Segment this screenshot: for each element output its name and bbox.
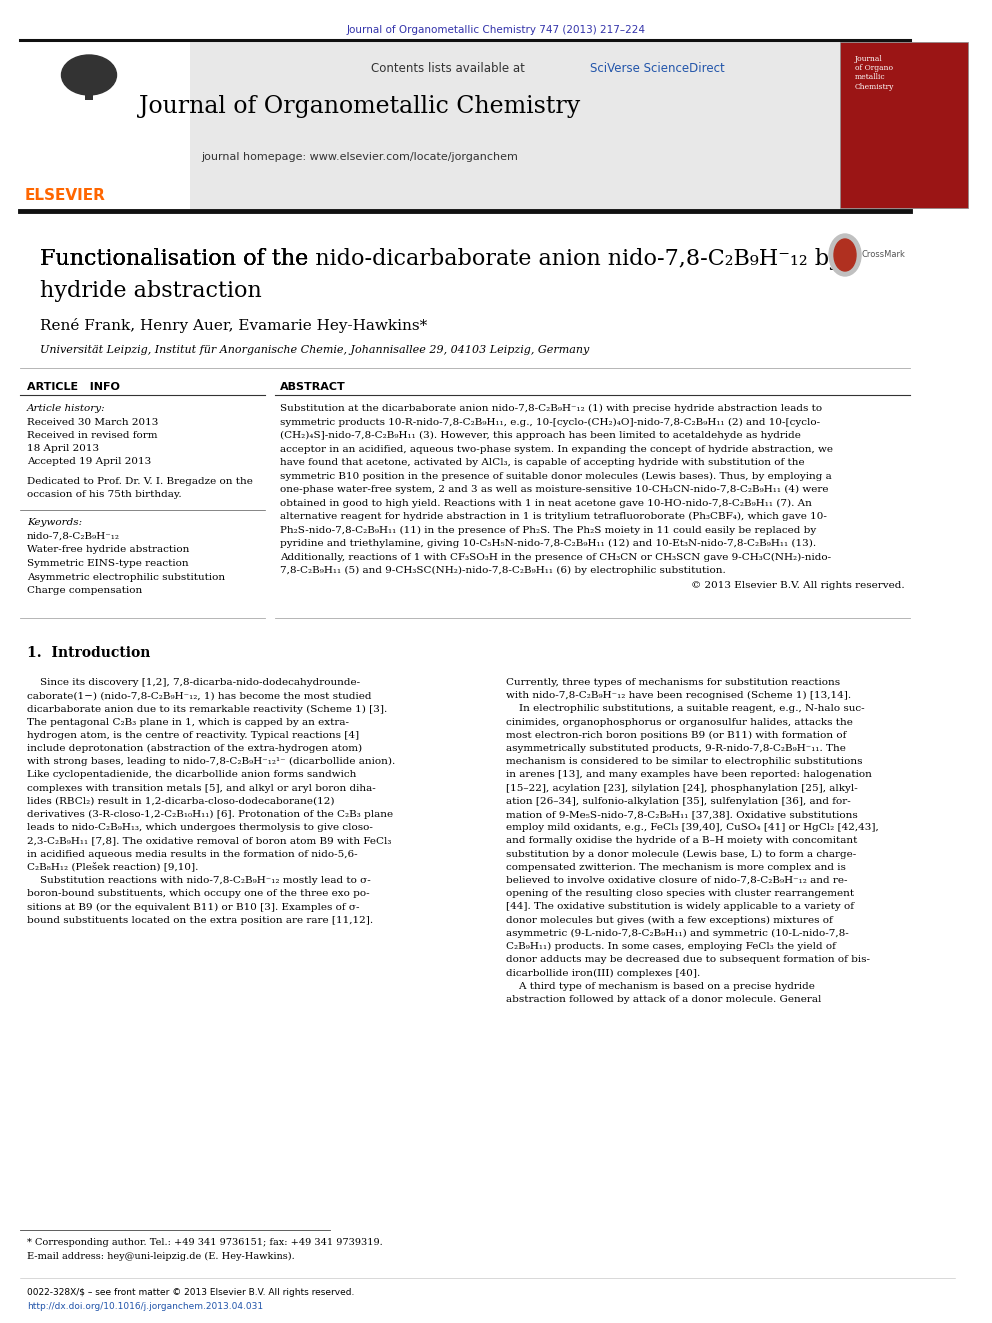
Text: in acidified aqueous media results in the formation of nido-5,6-: in acidified aqueous media results in th… [27,849,358,859]
Text: obtained in good to high yield. Reactions with 1 in neat acetone gave 10-HO-nido: obtained in good to high yield. Reaction… [280,499,811,508]
Text: Keywords:: Keywords: [27,519,82,527]
Ellipse shape [62,56,116,95]
Text: acceptor in an acidified, aqueous two-phase system. In expanding the concept of : acceptor in an acidified, aqueous two-ph… [280,445,833,454]
Text: abstraction followed by attack of a donor molecule. General: abstraction followed by attack of a dono… [506,995,821,1004]
Ellipse shape [829,234,861,277]
Text: asymmetric (9-L-nido-7,8-C₂B₉H₁₁) and symmetric (10-L-nido-7,8-: asymmetric (9-L-nido-7,8-C₂B₉H₁₁) and sy… [506,929,849,938]
Text: (CH₂)₄S]-nido-7,8-C₂B₉H₁₁ (3). However, this approach has been limited to acetal: (CH₂)₄S]-nido-7,8-C₂B₉H₁₁ (3). However, … [280,431,801,441]
Text: alternative reagent for hydride abstraction in 1 is tritylium tetrafluoroborate : alternative reagent for hydride abstract… [280,512,827,521]
Text: Contents lists available at: Contents lists available at [371,62,529,75]
Text: include deprotonation (abstraction of the extra-hydrogen atom): include deprotonation (abstraction of th… [27,744,362,753]
Text: © 2013 Elsevier B.V. All rights reserved.: © 2013 Elsevier B.V. All rights reserved… [691,582,905,590]
Text: asymmetrically substituted products, 9-R-nido-7,8-C₂B₉H⁻₁₁. The: asymmetrically substituted products, 9-R… [506,744,846,753]
Text: substitution by a donor molecule (Lewis base, L) to form a charge-: substitution by a donor molecule (Lewis … [506,849,856,859]
Text: mechanism is considered to be similar to electrophilic substitutions: mechanism is considered to be similar to… [506,757,862,766]
Text: 7,8-C₂B₉H₁₁ (5) and 9-CH₃SC(NH₂)-nido-7,8-C₂B₉H₁₁ (6) by electrophilic substitut: 7,8-C₂B₉H₁₁ (5) and 9-CH₃SC(NH₂)-nido-7,… [280,566,726,576]
Text: C₂B₉H₁₁) products. In some cases, employing FeCl₃ the yield of: C₂B₉H₁₁) products. In some cases, employ… [506,942,836,951]
Text: Additionally, reactions of 1 with CF₃SO₃H in the presence of CH₃CN or CH₃SCN gav: Additionally, reactions of 1 with CF₃SO₃… [280,553,831,562]
Text: symmetric products 10-R-nido-7,8-C₂B₉H₁₁, e.g., 10-[cyclo-(CH₂)₄O]-nido-7,8-C₂B₉: symmetric products 10-R-nido-7,8-C₂B₉H₁₁… [280,418,820,426]
Text: Currently, three types of mechanisms for substitution reactions: Currently, three types of mechanisms for… [506,677,840,687]
Text: E-mail address: hey@uni-leipzig.de (E. Hey-Hawkins).: E-mail address: hey@uni-leipzig.de (E. H… [27,1252,295,1261]
Text: CrossMark: CrossMark [862,250,906,259]
Text: Journal of Organometallic Chemistry: Journal of Organometallic Chemistry [139,95,580,118]
Text: Accepted 19 April 2013: Accepted 19 April 2013 [27,456,151,466]
Text: dicarbollide iron(III) complexes [40].: dicarbollide iron(III) complexes [40]. [506,968,700,978]
Text: Functionalisation of the: Functionalisation of the [40,247,315,270]
Text: hydrogen atom, is the centre of reactivity. Typical reactions [4]: hydrogen atom, is the centre of reactivi… [27,730,359,740]
Text: Universität Leipzig, Institut für Anorganische Chemie, Johannisallee 29, 04103 L: Universität Leipzig, Institut für Anorga… [40,345,589,355]
Text: compensated zwitterion. The mechanism is more complex and is: compensated zwitterion. The mechanism is… [506,863,846,872]
Text: 18 April 2013: 18 April 2013 [27,445,99,452]
Text: Substitution reactions with nido-7,8-C₂B₉H⁻₁₂ mostly lead to σ-: Substitution reactions with nido-7,8-C₂B… [27,876,371,885]
Text: donor adducts may be decreased due to subsequent formation of bis-: donor adducts may be decreased due to su… [506,955,870,964]
Text: Functionalisation of the nido‑dicarbaborate anion nido‑7,8‑C₂B₉H⁻₁₂ by: Functionalisation of the nido‑dicarbabor… [40,247,842,270]
Text: complexes with transition metals [5], and alkyl or aryl boron diha-: complexes with transition metals [5], an… [27,783,376,792]
Text: occasion of his 75th birthday.: occasion of his 75th birthday. [27,490,182,499]
Text: [15–22], acylation [23], silylation [24], phosphanylation [25], alkyl-: [15–22], acylation [23], silylation [24]… [506,783,858,792]
Text: ABSTRACT: ABSTRACT [280,382,346,392]
Text: lides (RBCl₂) result in 1,2-dicarba-closo-dodecaborane(12): lides (RBCl₂) result in 1,2-dicarba-clos… [27,796,334,806]
Text: journal homepage: www.elsevier.com/locate/jorganchem: journal homepage: www.elsevier.com/locat… [201,152,519,161]
Text: caborate(1−) (nido-7,8-C₂B₉H⁻₁₂, 1) has become the most studied: caborate(1−) (nido-7,8-C₂B₉H⁻₁₂, 1) has … [27,691,371,700]
Text: mation of 9-Me₅S-nido-7,8-C₂B₉H₁₁ [37,38]. Oxidative substitutions: mation of 9-Me₅S-nido-7,8-C₂B₉H₁₁ [37,38… [506,810,858,819]
Text: Water-free hydride abstraction: Water-free hydride abstraction [27,545,189,554]
Text: The pentagonal C₂B₃ plane in 1, which is capped by an extra-: The pentagonal C₂B₃ plane in 1, which is… [27,717,349,726]
Text: Functionalisation of the: Functionalisation of the [40,247,315,270]
Text: Received 30 March 2013: Received 30 March 2013 [27,418,159,427]
Text: * Corresponding author. Tel.: +49 341 9736151; fax: +49 341 9739319.: * Corresponding author. Tel.: +49 341 97… [27,1238,383,1248]
Text: Since its discovery [1,2], 7,8-dicarba-nido-dodecahydrounde-: Since its discovery [1,2], 7,8-dicarba-n… [27,677,360,687]
Text: Article history:: Article history: [27,404,105,413]
Text: ARTICLE   INFO: ARTICLE INFO [27,382,120,392]
Text: believed to involve oxidative closure of nido-7,8-C₂B₉H⁻₁₂ and re-: believed to involve oxidative closure of… [506,876,847,885]
Text: Substitution at the dicarbaborate anion nido-7,8-C₂B₉H⁻₁₂ (1) with precise hydri: Substitution at the dicarbaborate anion … [280,404,822,413]
Text: Received in revised form: Received in revised form [27,431,158,441]
Text: In electrophilic substitutions, a suitable reagent, e.g., N-halo suc-: In electrophilic substitutions, a suitab… [506,704,865,713]
Text: Ph₂S-nido-7,8-C₂B₉H₁₁ (11) in the presence of Ph₂S. The Ph₂S moiety in 11 could : Ph₂S-nido-7,8-C₂B₉H₁₁ (11) in the presen… [280,525,816,534]
Bar [85,56,93,101]
Text: derivatives (3-R-closo-1,2-C₂B₁₀H₁₁) [6]. Protonation of the C₂B₃ plane: derivatives (3-R-closo-1,2-C₂B₁₀H₁₁) [6]… [27,810,393,819]
Text: donor molecules but gives (with a few exceptions) mixtures of: donor molecules but gives (with a few ex… [506,916,832,925]
Text: in arenes [13], and many examples have been reported: halogenation: in arenes [13], and many examples have b… [506,770,872,779]
Text: Asymmetric electrophilic substitution: Asymmetric electrophilic substitution [27,573,225,582]
Text: SciVerse ScienceDirect: SciVerse ScienceDirect [590,62,725,75]
Text: bound substituents located on the extra position are rare [11,12].: bound substituents located on the extra … [27,916,373,925]
Text: employ mild oxidants, e.g., FeCl₃ [39,40], CuSO₄ [41] or HgCl₂ [42,43],: employ mild oxidants, e.g., FeCl₃ [39,40… [506,823,879,832]
Text: symmetric B10 position in the presence of suitable donor molecules (Lewis bases): symmetric B10 position in the presence o… [280,471,831,480]
Text: one-phase water-free system, 2 and 3 as well as moisture-sensitive 10-CH₃CN-nido: one-phase water-free system, 2 and 3 as … [280,486,828,493]
Text: nido-7,8-C₂B₉H⁻₁₂: nido-7,8-C₂B₉H⁻₁₂ [27,532,120,541]
Text: boron-bound substituents, which occupy one of the three exo po-: boron-bound substituents, which occupy o… [27,889,370,898]
Text: Like cyclopentadienide, the dicarbollide anion forms sandwich: Like cyclopentadienide, the dicarbollide… [27,770,356,779]
Text: http://dx.doi.org/10.1016/j.jorganchem.2013.04.031: http://dx.doi.org/10.1016/j.jorganchem.2… [27,1302,263,1311]
Text: 0022-328X/$ – see front matter © 2013 Elsevier B.V. All rights reserved.: 0022-328X/$ – see front matter © 2013 El… [27,1289,354,1297]
Text: have found that acetone, activated by AlCl₃, is capable of accepting hydride wit: have found that acetone, activated by Al… [280,458,805,467]
Text: 1.  Introduction: 1. Introduction [27,646,151,660]
Text: Charge compensation: Charge compensation [27,586,142,595]
Text: leads to nido-C₂B₉H₁₃, which undergoes thermolysis to give closo-: leads to nido-C₂B₉H₁₃, which undergoes t… [27,823,373,832]
Ellipse shape [834,239,856,271]
Text: Journal
of Organo
metallic
Chemistry: Journal of Organo metallic Chemistry [855,56,895,90]
Text: Dedicated to Prof. Dr. V. I. Bregadze on the: Dedicated to Prof. Dr. V. I. Bregadze on… [27,478,253,486]
Bar [840,42,968,208]
Text: A third type of mechanism is based on a precise hydride: A third type of mechanism is based on a … [506,982,814,991]
Text: and formally oxidise the hydride of a B–H moiety with concomitant: and formally oxidise the hydride of a B–… [506,836,857,845]
Text: C₂B₈H₁₂ (Plešek reaction) [9,10].: C₂B₈H₁₂ (Plešek reaction) [9,10]. [27,863,198,872]
Text: with nido-7,8-C₂B₉H⁻₁₂ have been recognised (Scheme 1) [13,14].: with nido-7,8-C₂B₉H⁻₁₂ have been recogni… [506,691,851,700]
Text: cinimides, organophosphorus or organosulfur halides, attacks the: cinimides, organophosphorus or organosul… [506,717,853,726]
Bar [20,40,840,210]
Text: with strong bases, leading to nido-7,8-C₂B₉H⁻₁₂¹⁻ (dicarbollide anion).: with strong bases, leading to nido-7,8-C… [27,757,395,766]
Text: René Frank, Henry Auer, Evamarie Hey-Hawkins*: René Frank, Henry Auer, Evamarie Hey-Haw… [40,318,428,333]
Text: [44]. The oxidative substitution is widely applicable to a variety of: [44]. The oxidative substitution is wide… [506,902,854,912]
Text: dicarbaborate anion due to its remarkable reactivity (Scheme 1) [3].: dicarbaborate anion due to its remarkabl… [27,704,387,713]
Text: sitions at B9 (or the equivalent B11) or B10 [3]. Examples of σ-: sitions at B9 (or the equivalent B11) or… [27,902,359,912]
Bar [20,40,190,210]
Text: opening of the resulting closo species with cluster rearrangement: opening of the resulting closo species w… [506,889,854,898]
Text: ation [26–34], sulfonio-alkylation [35], sulfenylation [36], and for-: ation [26–34], sulfonio-alkylation [35],… [506,796,851,806]
Text: ELSEVIER: ELSEVIER [25,188,106,202]
Text: 2,3-C₂B₉H₁₁ [7,8]. The oxidative removal of boron atom B9 with FeCl₃: 2,3-C₂B₉H₁₁ [7,8]. The oxidative removal… [27,836,392,845]
Text: most electron-rich boron positions B9 (or B11) with formation of: most electron-rich boron positions B9 (o… [506,730,846,740]
Text: Journal of Organometallic Chemistry 747 (2013) 217–224: Journal of Organometallic Chemistry 747 … [346,25,646,34]
Text: Symmetric EINS-type reaction: Symmetric EINS-type reaction [27,560,188,568]
Text: hydride abstraction: hydride abstraction [40,280,262,302]
Text: pyridine and triethylamine, giving 10-C₅H₅N-nido-7,8-C₂B₉H₁₁ (12) and 10-Et₃N-ni: pyridine and triethylamine, giving 10-C₅… [280,538,816,548]
